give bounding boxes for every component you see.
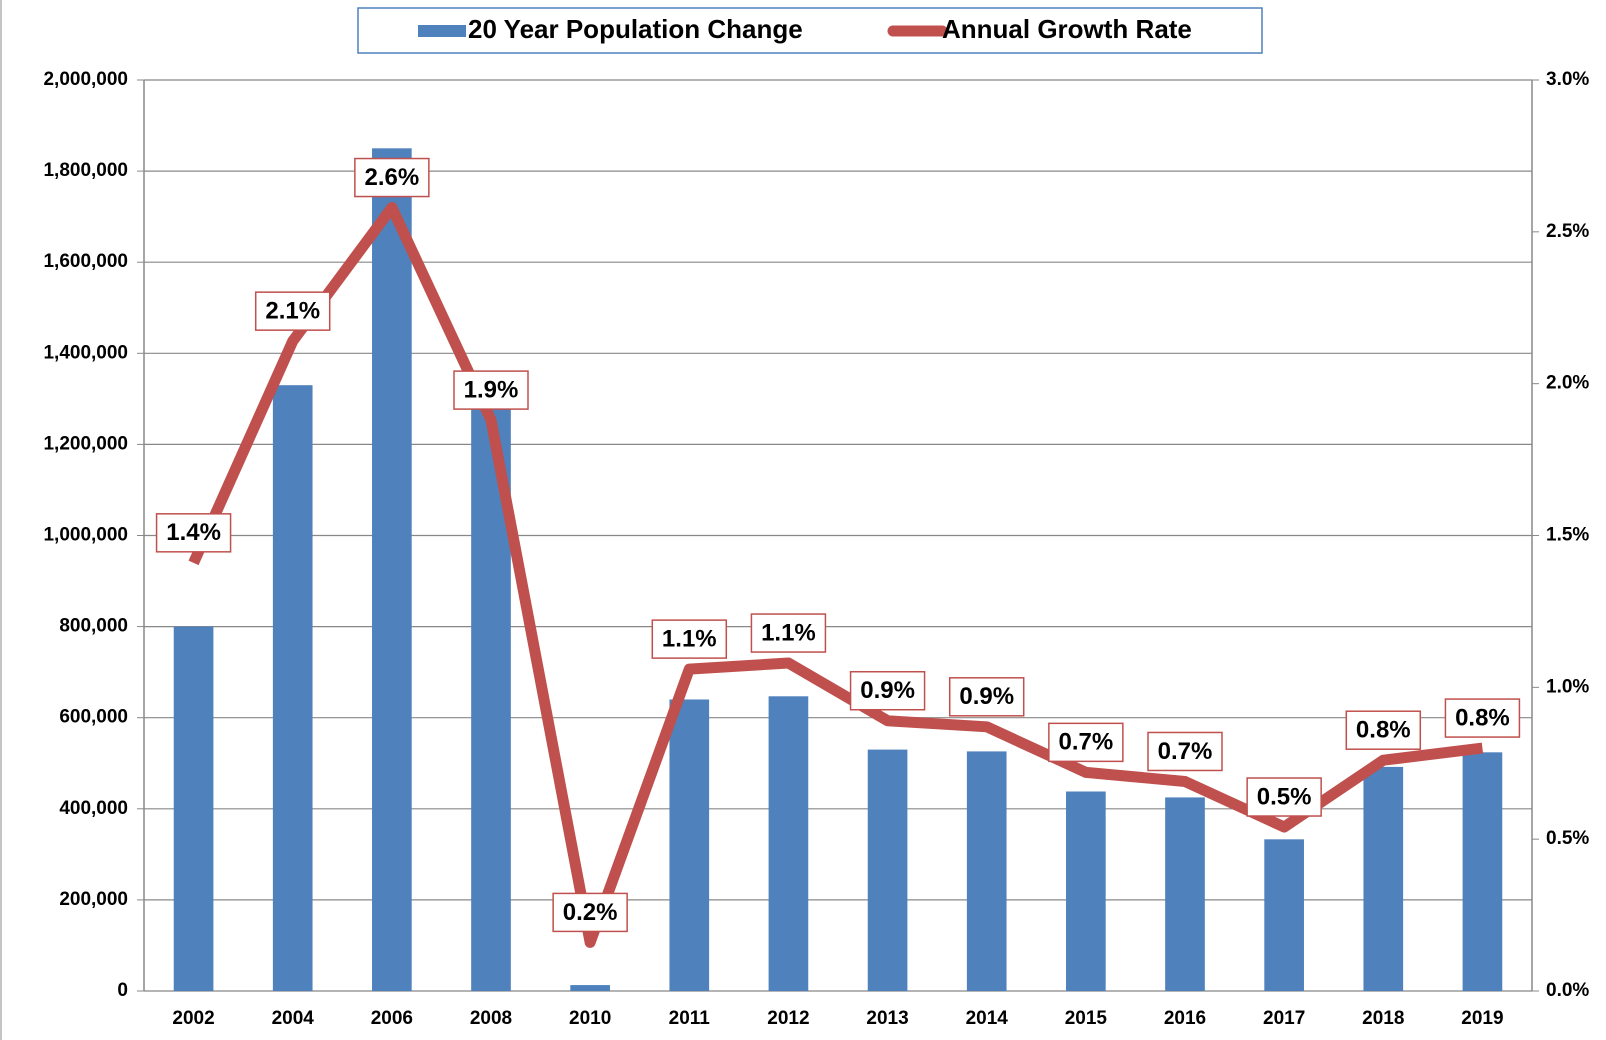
data-label-box [948,677,1025,717]
x-tick-label: 2011 [669,1008,711,1029]
data-label-box [552,892,628,933]
bar [768,696,809,991]
x-tick-label: 2019 [1461,1008,1503,1029]
y2-tick-label: 1.5% [1546,525,1589,546]
y-tick-label: 1,600,000 [43,251,128,272]
data-label: 0.9% [860,677,915,704]
legend-box [357,7,1263,54]
bar [1264,839,1304,991]
x-tick-label: 2012 [767,1008,809,1029]
x-tick-label: 2016 [1164,1008,1206,1029]
data-label: 0.7% [1158,738,1213,765]
data-label-box [254,291,331,331]
x-tick-label: 2014 [966,1008,1009,1029]
y-tick-label: 600,000 [59,707,128,728]
y2-tick-label: 3.0% [1546,69,1589,90]
legend-text: Annual Growth Rate [942,14,1192,44]
data-label: 0.2% [563,899,618,926]
y-tick-label: 1,800,000 [43,160,128,181]
y-tick-label: 400,000 [59,798,128,819]
bar [173,626,214,991]
bar [1066,791,1106,991]
data-label: 0.8% [1356,717,1411,744]
data-label: 0.9% [959,683,1014,710]
y-tick-label: 800,000 [59,616,128,637]
x-tick-label: 2004 [272,1008,315,1029]
y2-tick-label: 1.0% [1546,676,1589,697]
data-label: 2.1% [265,297,320,324]
data-label-box [849,670,926,711]
x-tick-label: 2018 [1362,1008,1404,1029]
bar [272,385,313,991]
y-tick-label: 1,000,000 [43,525,128,546]
data-label: 0.5% [1257,783,1312,810]
data-label-box [1345,710,1422,750]
data-label: 1.1% [662,625,717,652]
x-tick-label: 2010 [569,1008,611,1029]
legend-swatch [418,25,466,37]
y2-tick-label: 0.0% [1546,980,1589,1001]
data-label-box [1147,731,1223,772]
x-tick-label: 2015 [1065,1008,1108,1029]
y2-tick-label: 2.0% [1546,373,1589,394]
y-tick-label: 0 [117,980,128,1001]
data-label-box [1444,698,1521,738]
y-tick-label: 2,000,000 [43,69,128,90]
x-tick-label: 2008 [470,1008,512,1029]
data-label-box [750,613,827,653]
data-label-box [651,619,728,659]
legend-text: 20 Year Population Change [468,14,803,44]
y2-tick-label: 0.5% [1546,828,1589,849]
data-label-box [453,370,529,410]
y2-tick-label: 2.5% [1546,221,1589,242]
line [188,202,1484,948]
data-label-box [1246,777,1322,817]
bar [966,751,1007,991]
y-tick-label: 1,200,000 [43,433,128,454]
bar [669,699,710,991]
data-label: 1.1% [761,619,816,646]
bar [570,985,610,991]
data-label: 2.6% [365,164,420,191]
data-label-box [1048,722,1124,763]
x-tick-label: 2002 [172,1008,214,1029]
data-label: 1.4% [166,519,221,546]
bar [1462,752,1503,991]
y-tick-label: 1,400,000 [43,342,128,363]
bar [1165,797,1205,991]
x-tick-label: 2006 [371,1008,413,1029]
data-label: 0.8% [1455,704,1510,731]
data-label-box [354,157,430,198]
y-tick-label: 200,000 [59,889,128,910]
bar [372,148,412,991]
data-label: 1.9% [464,376,519,403]
x-tick-label: 2017 [1263,1008,1305,1029]
bar [1363,766,1404,991]
x-tick-label: 2013 [866,1008,908,1029]
data-label-box [155,513,232,553]
bar [867,749,908,991]
data-label: 0.7% [1059,729,1114,756]
